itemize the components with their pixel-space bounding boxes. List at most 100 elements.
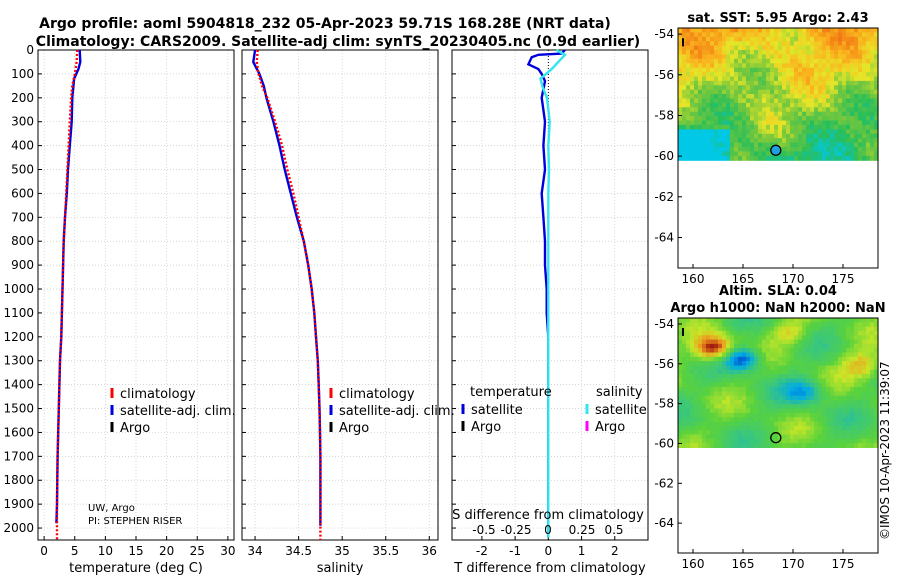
heatmap-cell [750, 425, 755, 431]
heatmap-cell [746, 142, 751, 148]
heatmap-cell [866, 80, 871, 86]
heatmap-cell [742, 142, 747, 148]
heatmap-cell [758, 89, 763, 95]
heatmap-cell [710, 116, 715, 122]
heatmap-cell [850, 374, 855, 379]
heatmap-cell [798, 412, 803, 418]
heatmap-cell [770, 425, 775, 431]
heatmap-cell [690, 400, 695, 405]
heatmap-cell [854, 116, 859, 122]
heatmap-cell [754, 412, 759, 418]
heatmap-cell [874, 89, 879, 95]
heatmap-cell [718, 425, 723, 431]
heatmap-cell [798, 330, 803, 336]
heatmap-cell [762, 335, 767, 341]
heatmap-cell [842, 434, 847, 440]
heatmap-cell [774, 45, 779, 51]
x-axis-label: temperature (deg C) [69, 561, 203, 576]
heatmap-cell [726, 54, 731, 60]
heatmap-cell [862, 111, 867, 117]
heatmap-cell [762, 412, 767, 418]
heatmap-cell [702, 395, 707, 401]
heatmap-cell [742, 356, 747, 362]
heatmap-cell [690, 41, 695, 47]
heatmap-cell [706, 322, 711, 328]
heatmap-cell [790, 133, 795, 139]
heatmap-cell [846, 36, 851, 42]
heatmap-cell [790, 107, 795, 113]
heatmap-cell [710, 408, 715, 414]
heatmap-cell [866, 129, 871, 135]
heatmap-cell [742, 45, 747, 51]
heatmap-cell [862, 32, 867, 38]
heatmap-cell [806, 58, 811, 64]
heatmap-cell [846, 443, 851, 448]
heatmap-cell [866, 28, 871, 33]
heatmap-cell [762, 387, 767, 392]
heatmap-cell [870, 28, 875, 33]
heatmap-cell [702, 32, 707, 38]
heatmap-cell [874, 387, 879, 392]
heatmap-cell [770, 58, 775, 64]
heatmap-cell [726, 133, 731, 139]
heatmap-cell [838, 318, 843, 323]
heatmap-cell [766, 80, 771, 86]
heatmap-cell [786, 133, 791, 139]
heatmap-cell [830, 343, 835, 349]
heatmap-cell [790, 120, 795, 126]
heatmap-cell [782, 425, 787, 431]
heatmap-cell [718, 438, 723, 444]
heatmap-cell [698, 129, 703, 135]
heatmap-cell [786, 417, 791, 423]
heatmap-cell [726, 322, 731, 328]
heatmap-cell [794, 421, 799, 427]
heatmap-cell [858, 339, 863, 345]
heatmap-cell [722, 322, 727, 328]
heatmap-cell [814, 80, 819, 86]
heatmap-cell [702, 36, 707, 42]
heatmap-cell [858, 116, 863, 122]
heatmap-cell [778, 408, 783, 414]
heatmap-cell [778, 339, 783, 345]
heatmap-cell [850, 343, 855, 349]
heatmap-cell [798, 404, 803, 410]
heatmap-cell [802, 89, 807, 95]
heatmap-cell [754, 356, 759, 362]
heatmap-cell [846, 425, 851, 431]
heatmap-cell [850, 417, 855, 423]
heatmap-cell [842, 129, 847, 135]
heatmap-cell [722, 155, 727, 161]
heatmap-cell [806, 421, 811, 427]
heatmap-cell [758, 72, 763, 78]
heatmap-cell [758, 147, 763, 152]
heatmap-cell [698, 369, 703, 375]
heatmap-cell [778, 32, 783, 38]
heatmap-cell [846, 318, 851, 323]
heatmap-cell [778, 417, 783, 423]
heatmap-cell [766, 142, 771, 148]
heatmap-cell [842, 67, 847, 73]
heatmap-cell [866, 443, 871, 448]
heatmap-cell [866, 387, 871, 392]
info-pi: PI: STEPHEN RISER [88, 516, 182, 527]
heatmap-cell [794, 129, 799, 135]
heatmap-cell [834, 80, 839, 86]
heatmap-cell [874, 63, 879, 69]
heatmap-cell [682, 41, 687, 47]
heatmap-cell [682, 438, 687, 444]
heatmap-cell [874, 361, 879, 366]
heatmap-cell [730, 129, 735, 135]
heatmap-cell [874, 133, 879, 139]
heatmap-cell [702, 443, 707, 448]
heatmap-cell [862, 326, 867, 332]
heatmap-cell [718, 32, 723, 38]
heatmap-cell [854, 430, 859, 436]
heatmap-cell [854, 45, 859, 51]
heatmap-cell [802, 151, 807, 157]
heatmap-cell [730, 138, 735, 144]
heatmap-cell [826, 434, 831, 440]
heatmap-cell [794, 80, 799, 86]
heatmap-cell [690, 425, 695, 431]
heatmap-cell [802, 120, 807, 126]
heatmap-cell [874, 395, 879, 401]
